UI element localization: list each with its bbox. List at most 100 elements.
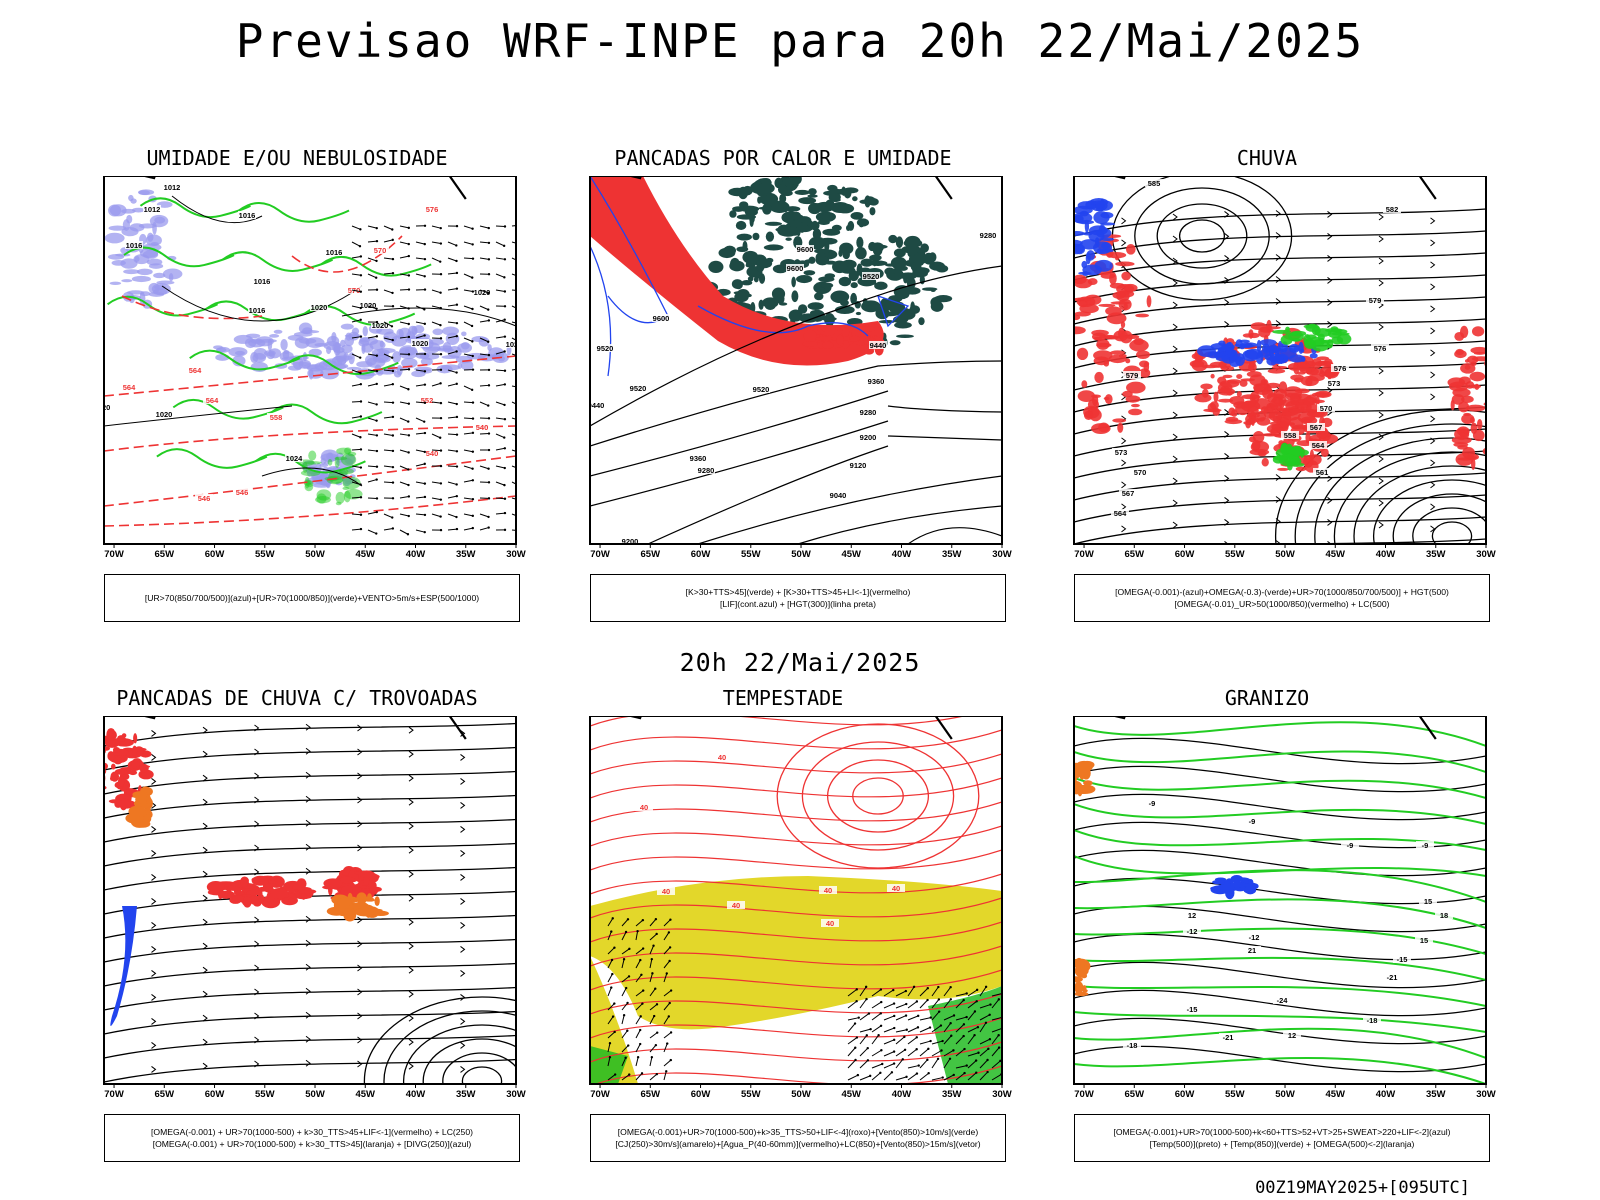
wind-vector [367,305,377,310]
wind-vector-head [471,514,475,518]
rh-high-area [109,281,122,286]
stream-arrow [1327,541,1332,544]
rain-red-area [1091,329,1109,337]
label-bg [1119,489,1137,497]
wind-vector [943,1022,952,1033]
wind-vector [955,1023,965,1033]
wind-vector [621,1030,628,1039]
wind-vector-head [988,1038,992,1041]
stream-arrow [460,778,466,785]
rain-red-area [1461,395,1474,404]
convective-area [807,194,818,198]
hail-blue-area [1214,884,1231,893]
main-title: Previsao WRF-INPE para 20h 22/Mai/2025 [235,14,1365,68]
rh-low-contour [156,448,268,469]
lon-label: 50W [305,1089,325,1100]
wind-vector [919,987,929,997]
legend-line: [CJ(250)>30m/s](amarelo)+[Agua_P(40-60mm… [615,1139,981,1149]
omega-blue-area [1085,252,1091,265]
map-frame [103,716,517,1085]
convective-area [820,287,825,293]
wind-vector [367,465,378,468]
stream-arrow [408,726,414,734]
wind-vector [847,1037,858,1045]
wind-vector [931,1058,939,1069]
wind-vector-head [455,303,459,306]
label-bg [1383,205,1401,213]
wind-vector-head [949,986,952,989]
convective-area [832,260,848,274]
rain-red-area [1125,395,1141,403]
convective-area [855,247,867,260]
wind-vector-head [438,436,442,439]
convective-area [913,253,928,265]
wind-vector-head [869,1074,872,1078]
convective-area [747,276,754,282]
wind-vector-head [423,224,427,227]
lon-label: 35W [942,1089,962,1100]
rain-red-area [1469,417,1475,424]
wind-vector-head [375,403,378,406]
wind-vector-head [939,1024,943,1027]
map-frame [103,176,517,545]
streamline [104,1058,516,1083]
lifted-index-contour [876,294,910,328]
temp850-contour [1074,803,1486,825]
wind-vector-head [867,1012,871,1015]
temp850-contour [1074,869,1486,903]
stream-arrow [460,730,466,737]
height-label: 570 [1320,404,1333,413]
convective-area [829,188,841,194]
wind-vector-head [965,1064,968,1067]
wind-vector-head [455,527,459,531]
convective-area [742,240,748,252]
rh-high-area [358,339,370,347]
wind-vector-head [667,931,671,934]
wind-vector [511,529,516,531]
thickness-label: 564 [123,383,136,392]
streamline-850 [590,753,1002,775]
wind-vector-head [627,975,631,978]
rain-red-area [1128,408,1143,416]
legend-line: [OMEGA(-0.001)+UR>70(1000-500)+k<60+TTS>… [1113,1127,1451,1137]
wind-vector [991,1016,1002,1021]
wind-vector [649,1003,658,1011]
temp-label: 15 [1424,897,1432,906]
stream-arrow [305,987,311,995]
wind-vector [447,335,457,339]
height-contour [1431,521,1473,544]
stream-arrow [1172,477,1178,485]
wind-vector [955,1065,967,1069]
stream-arrow [305,1011,311,1019]
wind-vector [883,1051,895,1057]
temp500-contour [1074,849,1486,877]
wind-vector-head [502,244,506,248]
wind-vector [649,1015,655,1025]
rain-red-area [1236,391,1242,398]
wind-vector [367,383,377,387]
wind-vector [635,948,644,955]
convective-area [899,272,917,280]
wind-vector-head [668,946,672,949]
lon-label: 55W [255,1089,275,1100]
wind-vector-head [927,1047,930,1051]
rain-red-area [1305,431,1311,444]
wind-vector-head [455,244,458,247]
wind-vector-head [407,242,410,246]
wind-vector [621,931,627,941]
stream-arrow [460,826,466,833]
wind-vector [463,289,473,293]
stream-arrow [254,1012,260,1020]
wind-vector-head [423,530,426,534]
legend-box: [UR>70(850/700/500)](azul)+[UR>70(1000/8… [104,574,520,622]
thickness-label: 540 [426,449,439,458]
wind-vector-head [375,239,379,243]
wind-vector-head [640,1072,644,1075]
wind-vector [431,241,441,245]
wind-vector [399,385,409,390]
wind-vector-head [904,989,908,993]
rain-red-area [1266,382,1281,389]
stream-arrow [1275,496,1281,503]
omega-green-area [1305,323,1320,332]
wind-vector [991,1027,1002,1033]
